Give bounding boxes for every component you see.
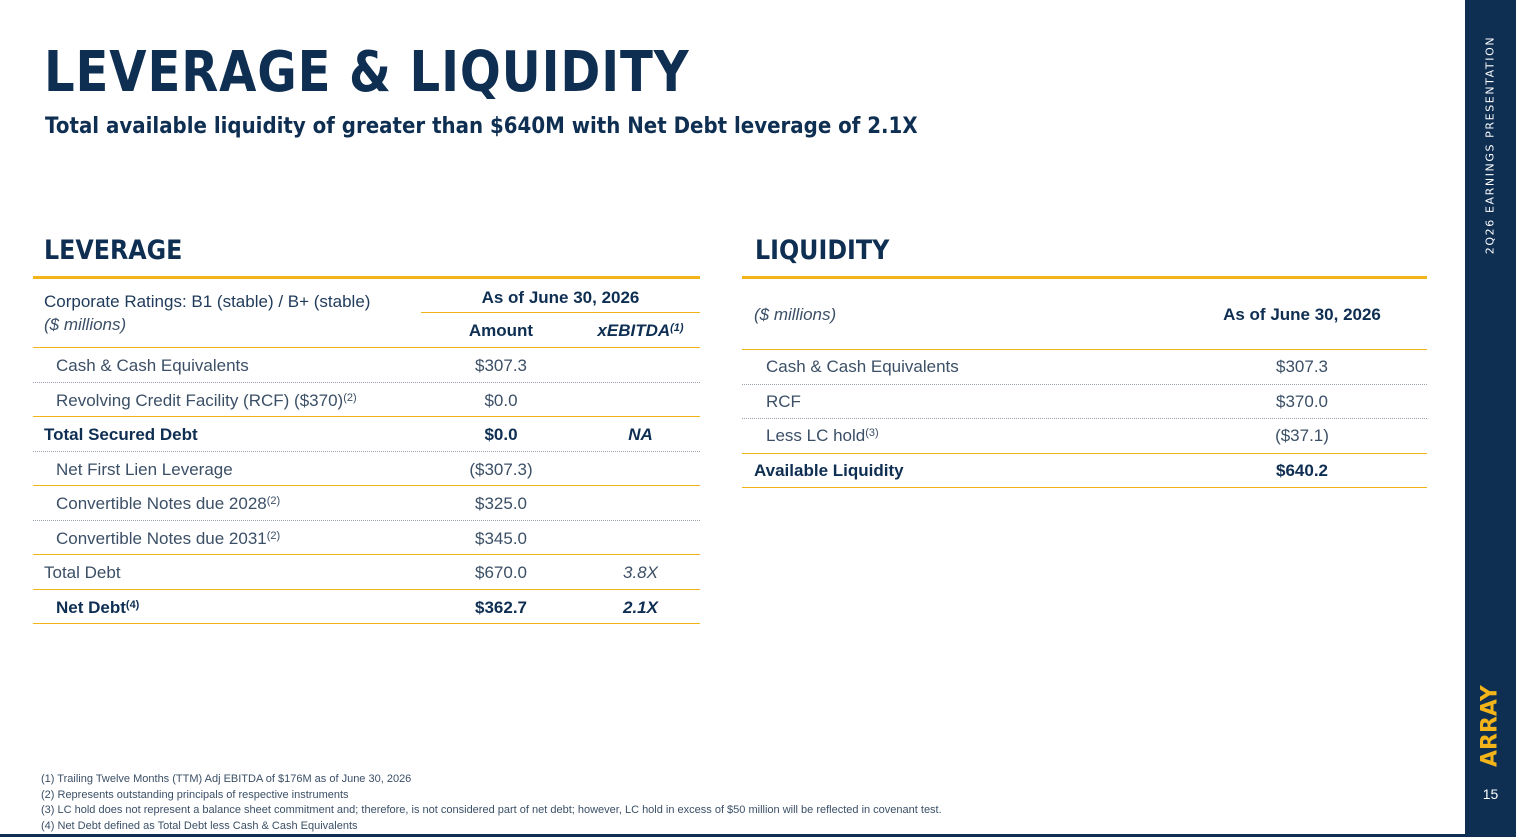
- footnote: (2) Represents outstanding principals of…: [41, 788, 349, 801]
- leverage-table: Corporate Ratings: B1 (stable) / B+ (sta…: [33, 280, 700, 624]
- liquidity-table: ($ millions) As of June 30, 2026 Cash & …: [742, 280, 1427, 488]
- table-row: Available Liquidity $640.2: [742, 454, 1427, 488]
- units-label: ($ millions): [44, 315, 127, 334]
- table-row: Less LC hold(3) ($37.1): [742, 419, 1427, 454]
- table-row: RCF $370.0: [742, 385, 1427, 419]
- table-row: Net First Lien Leverage ($307.3): [33, 452, 700, 486]
- bottom-border: [0, 834, 1465, 837]
- table-row: Net Debt(4) $362.7 2.1X: [33, 590, 700, 624]
- corporate-ratings: Corporate Ratings: B1 (stable) / B+ (sta…: [44, 292, 371, 311]
- leverage-section-title: LEVERAGE: [44, 235, 183, 266]
- leverage-divider: [33, 276, 700, 279]
- as-of-underline: [421, 312, 700, 313]
- amount-column-header: Amount: [468, 321, 534, 340]
- liquidity-section-title: LIQUIDITY: [755, 235, 890, 266]
- as-of-header: As of June 30, 2026: [481, 288, 640, 307]
- sidebar: 2Q26 EARNINGS PRESENTATION ARRAY 15: [1465, 0, 1516, 837]
- footnotes: (1) Trailing Twelve Months (TTM) Adj EBI…: [41, 772, 942, 834]
- units-label: ($ millions): [754, 305, 837, 324]
- leverage-table-header: Corporate Ratings: B1 (stable) / B+ (sta…: [33, 280, 700, 348]
- table-row: Cash & Cash Equivalents $307.3: [33, 348, 700, 383]
- liquidity-table-header: ($ millions) As of June 30, 2026: [742, 280, 1427, 350]
- page-number: 15: [1482, 786, 1499, 802]
- xebitda-column-header: xEBITDA(1): [597, 321, 684, 340]
- table-row: Total Secured Debt $0.0 NA: [33, 417, 700, 452]
- liquidity-divider: [742, 276, 1427, 279]
- table-row: Total Debt $670.0 3.8X: [33, 555, 700, 590]
- footnote: (4) Net Debt defined as Total Debt less …: [41, 819, 358, 832]
- presentation-label: 2Q26 EARNINGS PRESENTATION: [1483, 35, 1497, 255]
- table-row: Cash & Cash Equivalents $307.3: [742, 350, 1427, 385]
- footnote: (3) LC hold does not represent a balance…: [41, 804, 942, 816]
- footnote: (1) Trailing Twelve Months (TTM) Adj EBI…: [41, 773, 412, 785]
- page-subtitle: Total available liquidity of greater tha…: [45, 114, 918, 139]
- page-title: LEVERAGE & LIQUIDITY: [44, 40, 690, 105]
- array-logo: ARRAY: [1477, 685, 1503, 767]
- as-of-header: As of June 30, 2026: [1223, 305, 1381, 324]
- table-row: Revolving Credit Facility (RCF) ($370)(2…: [33, 383, 700, 417]
- table-row: Convertible Notes due 2031(2) $345.0: [33, 521, 700, 555]
- table-row: Convertible Notes due 2028(2) $325.0: [33, 486, 700, 521]
